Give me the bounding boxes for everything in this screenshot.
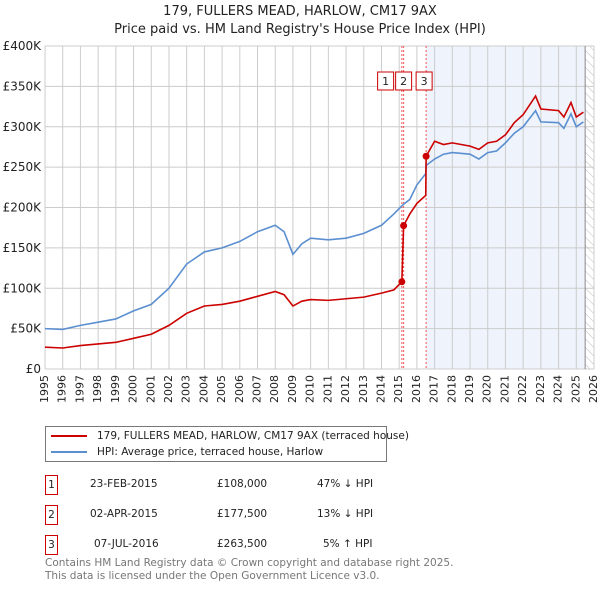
chart-subtitle: Price paid vs. HM Land Registry's House …	[114, 22, 486, 37]
sale-point	[422, 152, 430, 160]
legend-swatch-blue	[51, 451, 87, 453]
x-tick-label: 2018	[445, 375, 458, 403]
x-tick-label: 2019	[463, 375, 476, 403]
x-tick-label: 2012	[339, 375, 352, 403]
sale-badge: 1	[45, 475, 58, 495]
footer-line: This data is licensed under the Open Gov…	[45, 570, 380, 582]
legend-item-hpi: HPI: Average price, terraced house, Harl…	[51, 446, 323, 458]
footer-line: Contains HM Land Registry data © Crown c…	[45, 557, 454, 569]
chart-plot: 1995 1996 1997 1998 1999 2000 2001 2002 2003 2004…	[3, 39, 600, 403]
x-tick-label: 2022	[516, 375, 529, 403]
x-tick-label: 2021	[498, 375, 511, 403]
sale-badge: 3	[45, 535, 58, 555]
y-tick-label: £150K	[3, 241, 43, 255]
sale-price: £177,500	[217, 508, 268, 520]
sale-hpi: 13% ↓ HPI	[317, 508, 374, 520]
legend-label: HPI: Average price, terraced house, Harl…	[97, 446, 324, 458]
x-tick-label: 1996	[56, 375, 69, 403]
sale-point	[398, 278, 406, 286]
x-tick-label: 1998	[91, 375, 104, 403]
sale-hpi: 47% ↓ HPI	[317, 478, 374, 490]
x-tick-label: 2002	[162, 375, 175, 403]
sale-marker-label: 1	[382, 75, 389, 88]
y-tick-label: £350K	[3, 79, 43, 93]
y-tick-label: £250K	[3, 160, 43, 174]
y-tick-label: £50K	[10, 322, 42, 336]
x-tick-label: 2009	[286, 375, 299, 403]
x-tick-label: 2010	[304, 375, 317, 403]
sale-date: 23-FEB-2015	[90, 478, 158, 490]
sale-price: £108,000	[217, 478, 268, 490]
x-tick-label: 2015	[392, 375, 405, 403]
sale-marker-box	[377, 71, 395, 91]
legend-item-property: 179, FULLERS MEAD, HARLOW, CM17 9AX (ter…	[51, 430, 409, 442]
x-tick-label: 2020	[481, 375, 494, 403]
series-line-property	[44, 94, 584, 349]
footer: Contains HM Land Registry data © Crown c…	[45, 557, 453, 583]
legend-swatch-red	[51, 435, 87, 437]
sale-marker-label: 2	[400, 75, 407, 88]
y-tick-label: £100K	[3, 281, 43, 295]
sale-marker-box	[415, 71, 433, 91]
x-tick-label: 2017	[428, 375, 441, 403]
sale-row: 2 02-APR-2015 £177,500 13% ↓ HPI	[45, 505, 445, 525]
x-tick-label: 2024	[552, 375, 565, 403]
x-tick-label: 2000	[127, 375, 140, 403]
y-tick-label: £0	[26, 362, 41, 376]
x-tick-label: 2026	[587, 375, 600, 403]
sale-date: 02-APR-2015	[90, 508, 158, 520]
sale-badge: 2	[45, 505, 58, 525]
x-tick-label: 2006	[233, 375, 246, 403]
x-tick-label: 2003	[180, 375, 193, 403]
x-tick-label: 2023	[534, 375, 547, 403]
sale-price: £263,500	[217, 538, 268, 550]
sale-row: 1 23-FEB-2015 £108,000 47% ↓ HPI	[45, 475, 445, 495]
x-tick-label: 2011	[321, 375, 334, 403]
legend: 179, FULLERS MEAD, HARLOW, CM17 9AX (ter…	[45, 426, 409, 462]
x-tick-label: 2013	[357, 375, 370, 403]
x-tick-label: 2001	[144, 375, 157, 403]
sale-marker-label: 3	[421, 75, 428, 88]
x-tick-label: 2025	[569, 375, 582, 403]
x-tick-label: 1995	[38, 375, 51, 403]
series-line-hpi	[44, 109, 584, 331]
x-tick-label: 2016	[410, 375, 423, 403]
x-tick-label: 1999	[109, 375, 122, 403]
chart-title: 179, FULLERS MEAD, HARLOW, CM17 9AX	[163, 4, 437, 19]
x-tick-label: 2007	[251, 375, 264, 403]
sale-point	[400, 222, 408, 230]
sale-date: 07-JUL-2016	[94, 538, 159, 550]
legend-label: 179, FULLERS MEAD, HARLOW, CM17 9AX (ter…	[97, 430, 409, 442]
y-tick-label: £300K	[3, 120, 43, 134]
x-tick-label: 2014	[374, 375, 387, 403]
x-tick-label: 2005	[215, 375, 228, 403]
sale-marker-box	[395, 71, 413, 91]
y-tick-label: £400K	[3, 39, 43, 53]
y-tick-label: £200K	[3, 201, 43, 215]
x-tick-label: 1997	[73, 375, 86, 403]
x-tick-label: 2004	[197, 375, 210, 403]
x-tick-label: 2008	[268, 375, 281, 403]
sale-hpi: 5% ↑ HPI	[323, 538, 373, 550]
sale-row: 3 07-JUL-2016 £263,500 5% ↑ HPI	[45, 535, 445, 555]
